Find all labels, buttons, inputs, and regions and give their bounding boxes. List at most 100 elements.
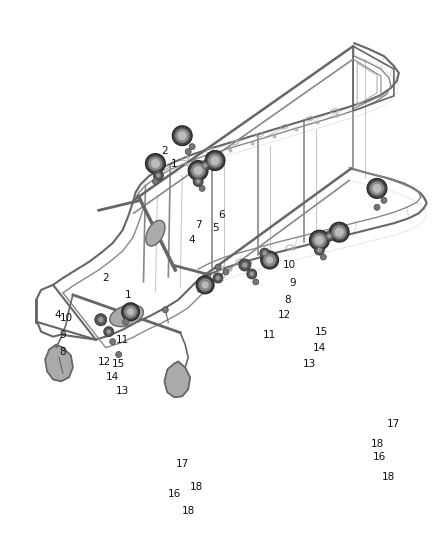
Circle shape — [198, 278, 212, 292]
Circle shape — [175, 128, 190, 143]
Text: 8: 8 — [284, 295, 291, 305]
Circle shape — [242, 262, 248, 268]
Circle shape — [253, 279, 259, 285]
Text: 9: 9 — [289, 278, 296, 288]
Circle shape — [249, 271, 254, 277]
Text: 15: 15 — [112, 359, 125, 369]
Text: 5: 5 — [212, 223, 218, 233]
Circle shape — [260, 248, 270, 258]
Circle shape — [177, 131, 187, 141]
Circle shape — [381, 197, 387, 203]
Circle shape — [334, 227, 344, 237]
Text: 12: 12 — [98, 357, 111, 367]
Text: 10: 10 — [283, 260, 296, 270]
Circle shape — [148, 156, 163, 171]
Circle shape — [263, 253, 276, 266]
Circle shape — [104, 327, 114, 337]
Circle shape — [213, 273, 223, 283]
Circle shape — [215, 264, 221, 270]
Circle shape — [106, 329, 111, 334]
Circle shape — [314, 245, 324, 255]
Circle shape — [309, 230, 329, 250]
Text: 7: 7 — [195, 220, 201, 230]
Polygon shape — [45, 345, 73, 382]
Circle shape — [205, 151, 225, 171]
Circle shape — [370, 181, 385, 196]
Text: 18: 18 — [382, 472, 396, 482]
Text: 17: 17 — [387, 419, 400, 429]
Circle shape — [185, 149, 191, 155]
Circle shape — [261, 251, 279, 269]
Circle shape — [320, 254, 326, 260]
Circle shape — [223, 269, 229, 275]
Text: 2: 2 — [102, 273, 109, 283]
Circle shape — [172, 126, 192, 146]
Ellipse shape — [110, 305, 143, 327]
Circle shape — [199, 185, 205, 191]
Circle shape — [203, 163, 208, 168]
Text: 14: 14 — [106, 373, 119, 382]
Circle shape — [95, 314, 107, 326]
Circle shape — [312, 233, 327, 248]
Circle shape — [156, 173, 161, 178]
Circle shape — [317, 248, 322, 253]
Circle shape — [152, 179, 159, 184]
Circle shape — [116, 352, 122, 358]
Text: 9: 9 — [60, 329, 66, 340]
Text: 2: 2 — [161, 146, 168, 156]
Circle shape — [200, 160, 210, 171]
Circle shape — [150, 158, 160, 168]
Text: 17: 17 — [176, 459, 189, 469]
Circle shape — [327, 233, 332, 239]
Circle shape — [266, 256, 274, 264]
Text: 13: 13 — [303, 359, 316, 369]
Text: 4: 4 — [55, 310, 61, 320]
Text: 12: 12 — [278, 310, 291, 320]
Circle shape — [210, 156, 220, 166]
Ellipse shape — [146, 220, 165, 246]
Circle shape — [98, 317, 104, 322]
Circle shape — [110, 338, 116, 345]
Circle shape — [193, 176, 203, 187]
Circle shape — [374, 204, 380, 211]
Circle shape — [122, 303, 140, 321]
Text: 18: 18 — [190, 482, 203, 492]
Circle shape — [332, 225, 347, 240]
Circle shape — [367, 179, 387, 198]
Text: 4: 4 — [189, 235, 195, 245]
Circle shape — [145, 154, 165, 173]
Circle shape — [324, 231, 334, 241]
Circle shape — [127, 308, 134, 316]
Text: 1: 1 — [125, 290, 132, 300]
Circle shape — [239, 259, 251, 271]
Text: 10: 10 — [60, 313, 73, 323]
Circle shape — [247, 269, 257, 279]
Circle shape — [262, 251, 267, 255]
Text: 18: 18 — [182, 506, 195, 516]
Text: 13: 13 — [116, 386, 129, 397]
Circle shape — [153, 171, 163, 181]
Circle shape — [201, 281, 209, 289]
Circle shape — [189, 144, 195, 150]
Text: 1: 1 — [171, 158, 177, 168]
Text: 8: 8 — [60, 346, 66, 357]
Circle shape — [124, 305, 137, 319]
Text: 14: 14 — [313, 343, 326, 352]
Polygon shape — [164, 361, 190, 397]
Circle shape — [123, 319, 129, 325]
Text: 18: 18 — [371, 439, 384, 449]
Circle shape — [193, 166, 203, 175]
Text: 11: 11 — [116, 335, 129, 345]
Circle shape — [191, 163, 205, 178]
Text: 15: 15 — [315, 327, 328, 337]
Text: 16: 16 — [168, 489, 181, 499]
Circle shape — [162, 307, 168, 313]
Circle shape — [208, 153, 223, 168]
Circle shape — [196, 276, 214, 294]
Circle shape — [188, 160, 208, 181]
Text: 16: 16 — [372, 452, 385, 462]
Circle shape — [215, 276, 220, 280]
Circle shape — [329, 222, 349, 242]
Circle shape — [314, 235, 324, 245]
Text: 11: 11 — [263, 329, 276, 340]
